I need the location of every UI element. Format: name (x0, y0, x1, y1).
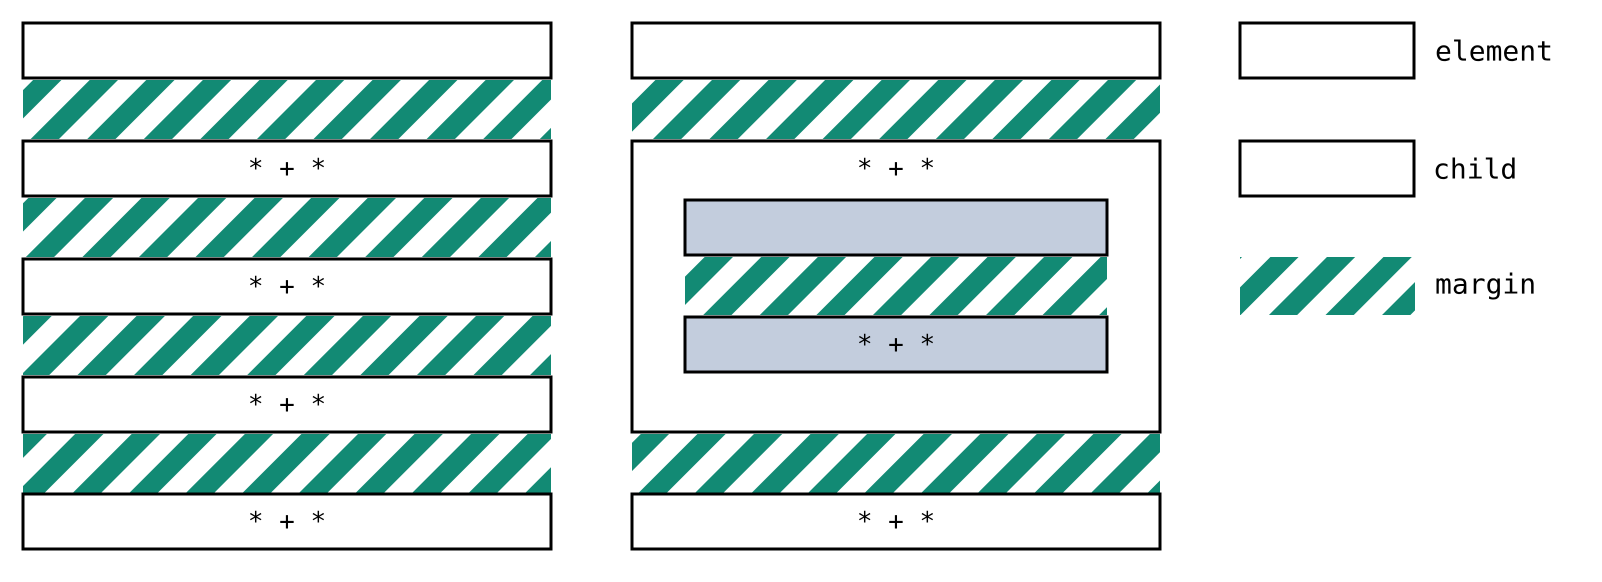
margin-band (632, 80, 1160, 139)
element-box (630, 492, 1162, 551)
selector-label: * + * (248, 507, 326, 537)
selector-label: * + * (248, 154, 326, 184)
flat-stack-diagram: * + * * + * * + * * + * (21, 21, 553, 551)
margin-band (23, 80, 551, 139)
legend-child-label: child (1433, 153, 1517, 186)
margin-band (23, 316, 551, 375)
legend-element-label: element (1435, 35, 1553, 68)
selector-label: * + * (857, 154, 935, 184)
element-box (630, 21, 1162, 80)
margin-band (23, 434, 551, 493)
element-box (21, 21, 553, 80)
element-box (21, 257, 553, 316)
child-box (683, 198, 1109, 257)
element-box (21, 139, 553, 198)
child-box (683, 315, 1109, 374)
selector-label: * + * (248, 390, 326, 420)
selector-label: * + * (248, 272, 326, 302)
legend-margin-swatch (1240, 257, 1415, 315)
margin-band (685, 257, 1107, 315)
legend-margin-label: margin (1435, 268, 1536, 301)
margin-band (23, 198, 551, 257)
selector-label: * + * (857, 507, 935, 537)
legend-child-swatch (1238, 139, 1416, 198)
element-box (21, 492, 553, 551)
margin-band (632, 434, 1160, 493)
legend-element-swatch (1238, 21, 1416, 80)
nested-stack-diagram: * + * * + * * + * (630, 21, 1162, 551)
element-box (21, 375, 553, 434)
legend: element child margin (1238, 21, 1553, 315)
selector-label: * + * (857, 330, 935, 360)
